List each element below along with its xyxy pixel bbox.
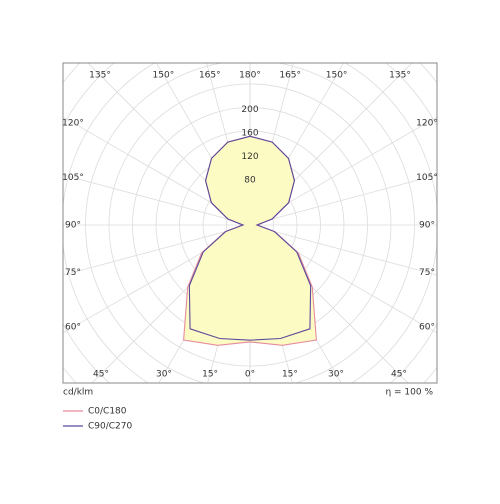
intensity-curve bbox=[188, 135, 251, 341]
grid-spoke bbox=[63, 174, 251, 226]
angle-label: 150° bbox=[326, 71, 348, 81]
angle-label: 30° bbox=[156, 370, 172, 380]
angle-label: 165° bbox=[199, 71, 221, 81]
r-tick-label: 120 bbox=[241, 152, 258, 162]
angle-label: 105° bbox=[416, 173, 438, 183]
grid-spoke bbox=[249, 224, 437, 276]
grid-spoke bbox=[63, 224, 251, 276]
r-tick-label: 200 bbox=[241, 105, 258, 115]
angle-label: 105° bbox=[62, 173, 84, 183]
angle-label: 0° bbox=[245, 370, 255, 380]
angle-label: 75° bbox=[419, 268, 435, 278]
lobe-fill bbox=[189, 136, 250, 341]
legend-label: C0/C180 bbox=[88, 407, 127, 417]
angle-label: 135° bbox=[89, 71, 111, 81]
legend-label: C90/C270 bbox=[88, 422, 133, 432]
angle-label: 150° bbox=[153, 71, 175, 81]
intensity-curve bbox=[249, 135, 312, 341]
angle-label: 60° bbox=[65, 323, 81, 333]
angle-label: 30° bbox=[328, 370, 344, 380]
angle-label: 75° bbox=[65, 268, 81, 278]
angle-label: 135° bbox=[389, 71, 411, 81]
angle-label: 120° bbox=[416, 118, 438, 128]
efficiency-label: η = 100 % bbox=[385, 388, 433, 398]
angle-label: 90° bbox=[419, 221, 435, 231]
angle-label: 15° bbox=[282, 370, 298, 380]
angle-label: 60° bbox=[419, 323, 435, 333]
lobe-fill bbox=[250, 136, 311, 341]
plot-area bbox=[63, 63, 437, 383]
r-tick-label: 160 bbox=[241, 129, 258, 139]
angle-label: 165° bbox=[279, 71, 301, 81]
angle-label: 180° bbox=[239, 71, 261, 81]
angle-label: 45° bbox=[391, 370, 407, 380]
r-tick-label: 80 bbox=[244, 176, 256, 186]
frame bbox=[62, 62, 438, 384]
unit-label: cd/klm bbox=[63, 388, 93, 398]
angle-label: 45° bbox=[93, 370, 109, 380]
angle-label: 90° bbox=[65, 221, 81, 231]
angle-label: 120° bbox=[62, 118, 84, 128]
grid-spoke bbox=[249, 174, 437, 226]
angle-label: 15° bbox=[202, 370, 218, 380]
